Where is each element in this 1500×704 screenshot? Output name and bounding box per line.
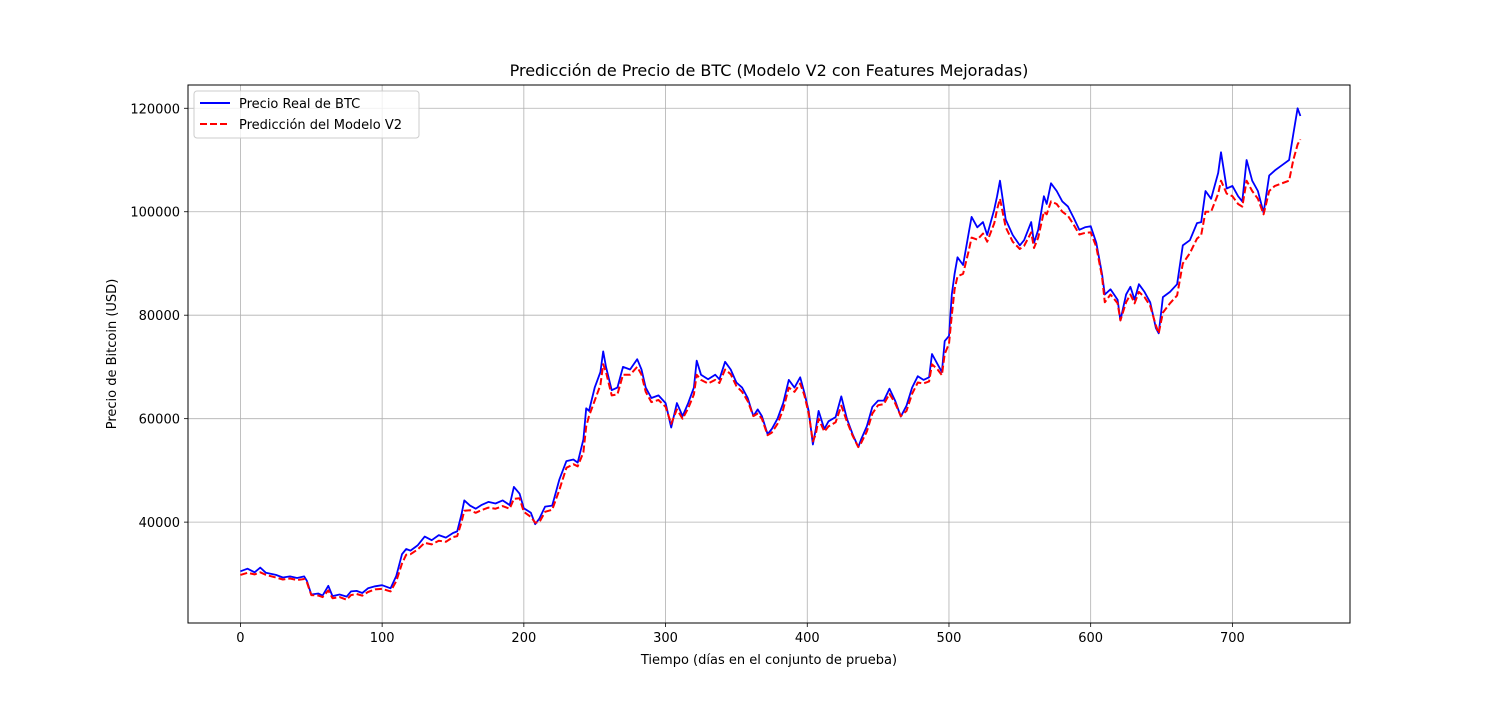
y-tick-label: 100000 (130, 206, 180, 221)
x-tick-label: 400 (795, 631, 820, 646)
chart-title: Predicción de Precio de BTC (Modelo V2 c… (510, 61, 1029, 80)
x-tick-label: 500 (937, 631, 962, 646)
x-tick-label: 300 (653, 631, 678, 646)
y-tick-label: 60000 (139, 413, 180, 428)
y-axis-label: Precio de Bitcoin (USD) (105, 279, 120, 430)
x-tick-label: 200 (511, 631, 536, 646)
x-axis-label: Tiempo (días en el conjunto de prueba) (640, 653, 897, 668)
legend-label-real: Precio Real de BTC (239, 97, 360, 112)
x-tick-label: 700 (1220, 631, 1245, 646)
y-tick-label: 80000 (139, 309, 180, 324)
legend-label-prediction: Predicción del Modelo V2 (239, 118, 402, 133)
grid-layer (188, 85, 1350, 623)
series-line-prediction (240, 138, 1302, 601)
y-tick-label: 120000 (130, 102, 180, 117)
plot-frame (187, 84, 1351, 624)
x-tick-label: 100 (370, 631, 395, 646)
legend: Precio Real de BTC Predicción del Modelo… (193, 90, 420, 139)
y-tick-label: 40000 (139, 516, 180, 531)
series-line-real (240, 107, 1302, 598)
plot-lines (240, 107, 1302, 601)
x-tick-label: 0 (236, 631, 244, 646)
legend-box (193, 90, 420, 139)
x-tick-label: 600 (1078, 631, 1103, 646)
tick-layer: 0 100 200 300 400 500 600 700 40000 60000 80000 100… (130, 102, 1244, 646)
